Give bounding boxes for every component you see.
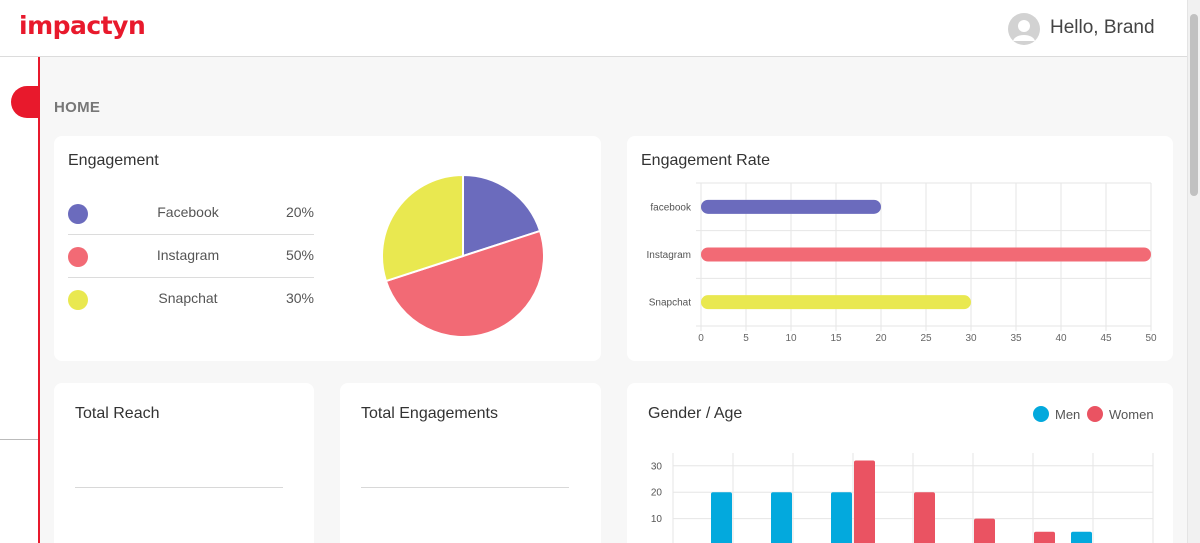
legend-women-dot[interactable] bbox=[1087, 406, 1103, 422]
engagement-row-instagram: Instagram 50% bbox=[68, 235, 314, 278]
bar-men bbox=[831, 492, 852, 543]
bar-women bbox=[914, 492, 935, 543]
y-tick-label: 20 bbox=[651, 488, 663, 499]
engagement-rate-card: Engagement Rate 0 5 10 15 20 25 30 35 40 45 50 face… bbox=[627, 136, 1173, 361]
bar-women bbox=[854, 460, 875, 543]
sidebar bbox=[0, 57, 40, 543]
gender-age-title: Gender / Age bbox=[648, 405, 743, 422]
x-tick-label: 15 bbox=[830, 333, 842, 344]
top-bar: impactyn Hello, Brand bbox=[0, 0, 1187, 57]
engagement-row-pct: 30% bbox=[285, 290, 314, 306]
x-tick-label: 45 bbox=[1100, 333, 1112, 344]
instagram-dot bbox=[68, 247, 88, 267]
total-reach-title: Total Reach bbox=[75, 405, 160, 422]
legend-women-label[interactable]: Women bbox=[1109, 407, 1154, 422]
x-tick-label: 35 bbox=[1010, 333, 1022, 344]
sidebar-toggle-button[interactable] bbox=[11, 86, 38, 118]
bar-snapchat bbox=[701, 295, 971, 310]
pie-slice-facebook bbox=[462, 173, 542, 258]
facebook-dot bbox=[68, 204, 88, 224]
bar-men bbox=[711, 492, 732, 543]
engagement-row-snapchat: Snapchat 30% bbox=[68, 278, 314, 321]
engagement-card: Engagement Facebook 20% Instagram 50% Sn… bbox=[54, 136, 601, 361]
engagement-row-pct: 50% bbox=[285, 247, 314, 263]
bar-facebook bbox=[701, 199, 881, 214]
greeting-text[interactable]: Hello, Brand bbox=[1050, 17, 1155, 38]
x-tick-label: 0 bbox=[698, 333, 704, 344]
x-tick-label: 40 bbox=[1055, 333, 1067, 344]
engagement-row-name: Facebook bbox=[157, 204, 219, 220]
logo[interactable]: impactyn bbox=[19, 11, 146, 40]
total-reach-card: Total Reach bbox=[54, 383, 314, 543]
bar-women bbox=[1034, 531, 1055, 543]
bar-instagram bbox=[701, 247, 1151, 262]
y-tick-label: 30 bbox=[651, 461, 663, 472]
gender-age-chart: 10 20 30 bbox=[651, 453, 1154, 543]
page-scrollbar[interactable] bbox=[1187, 0, 1200, 543]
engagement-pie-chart bbox=[381, 173, 545, 338]
total-engagements-card: Total Engagements bbox=[340, 383, 601, 543]
x-tick-label: 5 bbox=[743, 333, 749, 344]
x-tick-label: 50 bbox=[1145, 333, 1157, 344]
pie-slice-instagram bbox=[384, 229, 545, 338]
snapchat-dot bbox=[68, 290, 88, 310]
legend-men-dot[interactable] bbox=[1033, 406, 1049, 422]
x-tick-label: 25 bbox=[920, 333, 932, 344]
engagement-row-name: Instagram bbox=[156, 247, 220, 263]
y-tick-label: facebook bbox=[650, 202, 692, 213]
engagement-row-name: Snapchat bbox=[158, 290, 218, 306]
total-engagements-title: Total Engagements bbox=[361, 405, 498, 422]
page-title: HOME bbox=[54, 99, 101, 116]
engagement-row-pct: 20% bbox=[285, 204, 314, 220]
total-engagements-divider bbox=[361, 487, 569, 488]
engagement-row-facebook: Facebook 20% bbox=[68, 192, 314, 235]
bar-men bbox=[1071, 531, 1092, 543]
x-tick-label: 20 bbox=[875, 333, 887, 344]
sidebar-divider bbox=[0, 439, 38, 440]
scrollbar-thumb[interactable] bbox=[1190, 14, 1198, 196]
y-tick-label: 10 bbox=[651, 514, 663, 525]
legend-men-label[interactable]: Men bbox=[1055, 407, 1081, 422]
total-reach-divider bbox=[75, 487, 283, 488]
y-tick-label: Instagram bbox=[647, 250, 691, 261]
y-tick-label: Snapchat bbox=[649, 298, 691, 309]
bar-men bbox=[771, 492, 792, 543]
engagement-rate-chart: 0 5 10 15 20 25 30 35 40 45 50 facebook Instagram Sna… bbox=[647, 182, 1157, 344]
x-tick-label: 10 bbox=[785, 333, 797, 344]
x-tick-label: 30 bbox=[965, 333, 977, 344]
user-avatar-icon[interactable] bbox=[1008, 13, 1040, 45]
pie-slice-snapchat bbox=[381, 173, 464, 283]
engagement-title: Engagement bbox=[68, 152, 159, 169]
bar-women bbox=[974, 518, 995, 543]
engagement-rate-title: Engagement Rate bbox=[641, 152, 770, 169]
gender-age-card: Gender / Age Men Women 10 20 30 bbox=[627, 383, 1173, 543]
